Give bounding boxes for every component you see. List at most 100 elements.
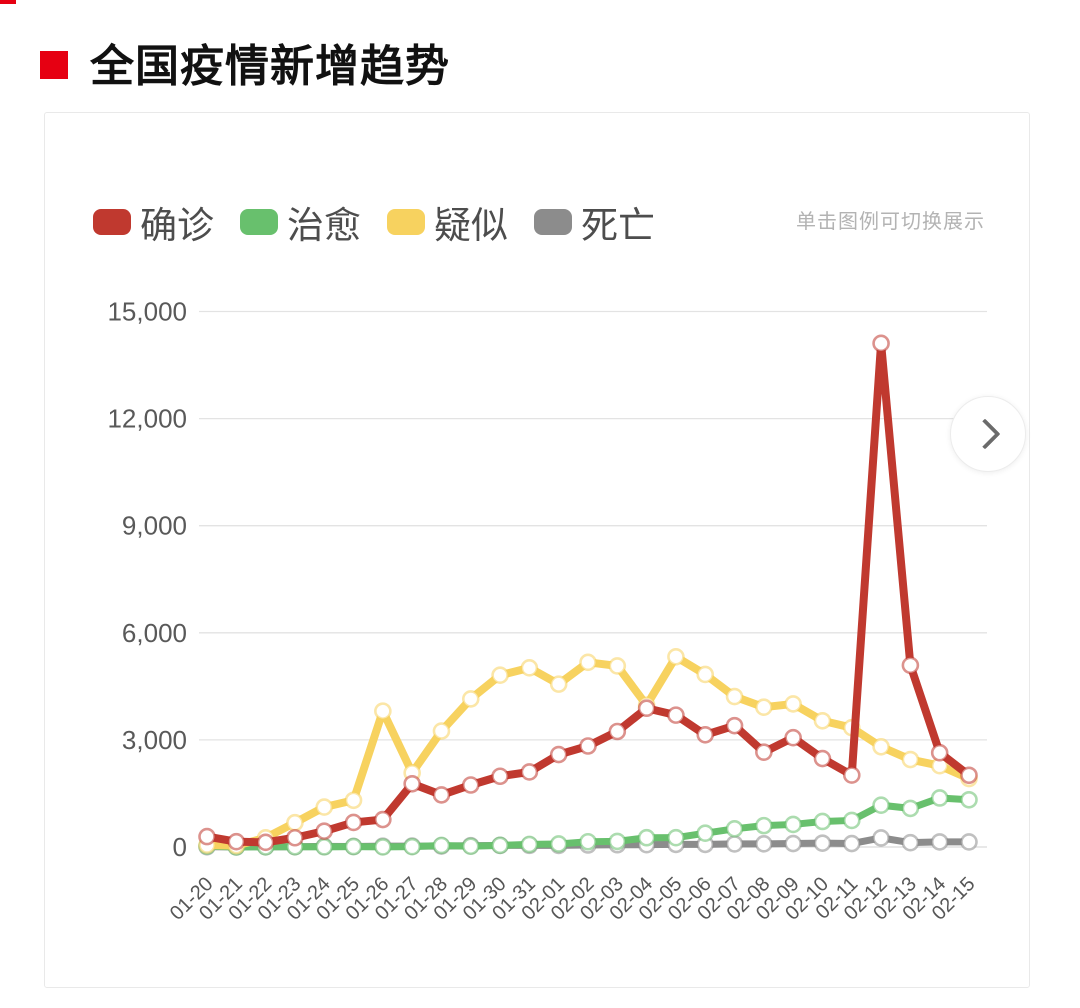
legend-item-confirmed[interactable]: 确诊 <box>93 195 214 249</box>
legend-item-deaths[interactable]: 死亡 <box>534 195 655 249</box>
legend-label-cured: 治愈 <box>287 205 361 246</box>
legend-label-suspected: 疑似 <box>434 205 508 246</box>
data-point-cured <box>461 837 480 856</box>
data-point-confirmed <box>725 716 744 735</box>
data-point-suspected <box>549 675 568 693</box>
chart-legend: 确诊 治愈 疑似 死亡 <box>93 195 655 249</box>
chevron-right-icon <box>969 418 1001 450</box>
data-point-cured <box>667 828 685 847</box>
data-point-suspected <box>315 798 334 816</box>
data-point-deaths <box>842 834 861 853</box>
data-point-suspected <box>374 702 392 720</box>
data-point-suspected <box>784 695 802 713</box>
data-point-suspected <box>432 722 451 740</box>
data-point-deaths <box>813 834 832 852</box>
data-point-confirmed <box>227 832 246 851</box>
data-point-cured <box>315 838 334 856</box>
legend-swatch-suspected <box>387 209 425 235</box>
data-point-confirmed <box>520 763 539 781</box>
data-point-cured <box>784 815 802 834</box>
data-point-confirmed <box>960 766 978 785</box>
data-point-cured <box>930 789 949 807</box>
next-chart-button[interactable] <box>950 396 1026 472</box>
data-point-cured <box>842 811 861 830</box>
y-tick-label: 15,000 <box>107 297 187 327</box>
legend-swatch-deaths <box>534 209 572 235</box>
data-point-confirmed <box>491 767 509 786</box>
data-point-cured <box>960 790 978 809</box>
data-point-cured <box>872 796 890 814</box>
data-point-suspected <box>286 813 304 832</box>
y-tick-label: 9,000 <box>122 511 187 541</box>
data-point-confirmed <box>198 827 216 846</box>
data-point-suspected <box>520 659 539 677</box>
data-point-confirmed <box>579 737 597 755</box>
y-tick-label: 12,000 <box>107 404 187 434</box>
data-point-suspected <box>579 653 597 672</box>
data-point-deaths <box>960 833 978 851</box>
data-point-cured <box>520 835 539 854</box>
data-point-deaths <box>872 829 890 847</box>
data-point-suspected <box>344 791 363 810</box>
y-tick-label: 6,000 <box>122 618 187 648</box>
data-point-confirmed <box>784 728 802 747</box>
data-point-cured <box>725 819 744 838</box>
top-left-red-fragment <box>0 0 16 4</box>
data-point-suspected <box>725 687 744 706</box>
data-point-deaths <box>930 833 949 851</box>
data-point-suspected <box>872 737 890 756</box>
data-point-confirmed <box>344 813 363 832</box>
trend-chart-canvas: 03,0006,0009,00012,00015,00001-2001-2101… <box>107 297 987 925</box>
data-point-cured <box>403 837 421 856</box>
page-header: 全国疫情新增趋势 <box>40 30 450 94</box>
data-point-suspected <box>608 657 627 675</box>
data-point-cured <box>579 832 597 851</box>
data-point-confirmed <box>256 833 275 852</box>
data-point-cured <box>696 824 715 842</box>
legend-item-cured[interactable]: 治愈 <box>240 195 361 249</box>
chart-card: 确诊 治愈 疑似 死亡 单击图例可切换展示 0 3,000 6,000 9,000 12,00… <box>44 112 1030 988</box>
data-point-confirmed <box>813 749 832 768</box>
title-bullet-icon <box>40 51 68 79</box>
legend-swatch-cured <box>240 209 278 235</box>
data-point-deaths <box>725 835 744 853</box>
data-point-confirmed <box>696 725 715 744</box>
data-point-confirmed <box>901 656 920 675</box>
data-point-suspected <box>901 750 920 769</box>
data-point-suspected <box>813 711 832 730</box>
data-point-confirmed <box>667 706 685 724</box>
y-tick-label: 0 <box>173 832 187 862</box>
data-point-confirmed <box>637 699 656 718</box>
data-point-cured <box>549 835 568 853</box>
data-point-confirmed <box>930 743 949 762</box>
data-point-confirmed <box>374 810 392 829</box>
data-point-cured <box>755 816 773 835</box>
data-point-confirmed <box>286 828 304 847</box>
data-point-suspected <box>755 698 773 716</box>
legend-label-confirmed: 确诊 <box>140 205 214 246</box>
data-point-cured <box>813 812 832 831</box>
data-point-suspected <box>461 690 480 708</box>
data-point-deaths <box>901 833 920 852</box>
data-point-confirmed <box>755 743 773 761</box>
data-point-confirmed <box>432 786 451 804</box>
data-point-suspected <box>667 647 685 666</box>
legend-hint-text: 单击图例可切换展示 <box>796 211 985 233</box>
data-point-cured <box>344 837 363 856</box>
data-point-cured <box>637 828 656 847</box>
data-point-deaths <box>755 835 773 853</box>
page-title: 全国疫情新增趋势 <box>90 42 450 91</box>
data-point-confirmed <box>403 774 421 793</box>
data-point-cured <box>491 836 509 855</box>
y-tick-label: 3,000 <box>122 725 187 755</box>
legend-label-deaths: 死亡 <box>581 205 655 246</box>
data-point-confirmed <box>461 776 480 794</box>
data-point-confirmed <box>608 722 627 741</box>
legend-item-suspected[interactable]: 疑似 <box>387 195 508 249</box>
data-point-confirmed <box>549 745 568 764</box>
data-point-confirmed <box>315 822 334 840</box>
data-point-suspected <box>696 665 715 684</box>
data-point-deaths <box>784 834 802 853</box>
legend-swatch-confirmed <box>93 209 131 235</box>
data-point-cured <box>432 836 451 855</box>
